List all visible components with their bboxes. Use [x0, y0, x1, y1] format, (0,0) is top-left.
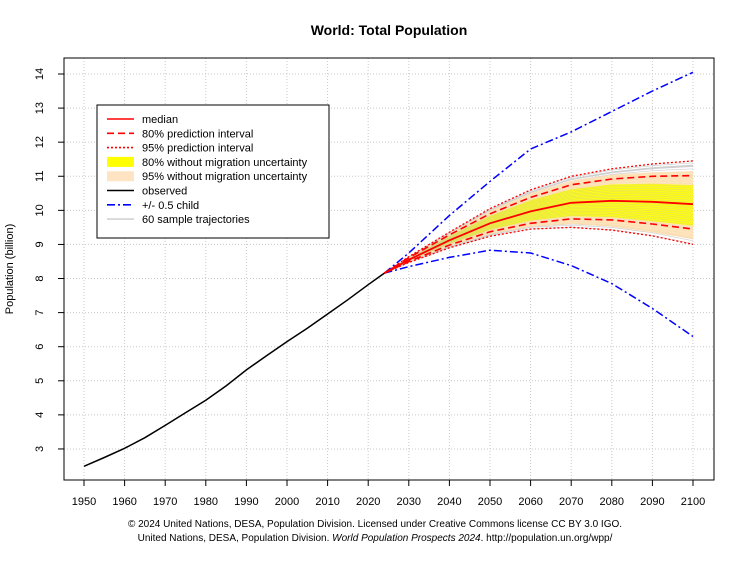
y-tick-label-10: 10	[34, 204, 46, 216]
population-chart: 1950 1960 1970 1980 1990 2000 2010 2020 2030 2040…	[4, 22, 715, 508]
x-tick-label-2080: 2080	[600, 496, 624, 508]
y-tick-label-5: 5	[34, 378, 46, 384]
legend-label-8: 60 sample trajectories	[142, 214, 250, 226]
legend-label-7: +/- 0.5 child	[142, 200, 199, 212]
x-tick-label-2060: 2060	[518, 496, 542, 508]
legend-box	[96, 104, 330, 239]
band-80-without-migration	[384, 183, 693, 274]
legend-label-1: median	[142, 114, 178, 126]
legend-label-5: 95% without migration uncertainty	[142, 171, 308, 183]
observed-line	[83, 272, 385, 467]
y-tick-label-12: 12	[34, 136, 46, 148]
x-tick-label-2100: 2100	[681, 496, 705, 508]
uncertainty-bands	[384, 171, 694, 274]
y-tick-label-13: 13	[34, 102, 46, 114]
pi95-lower-line	[384, 226, 694, 274]
sample-trajectory-overlay-20	[384, 184, 694, 274]
y-tick-label-14: 14	[34, 68, 46, 80]
x-tick-label-1990: 1990	[234, 496, 258, 508]
series-lines	[83, 71, 694, 467]
x-tick-label-2000: 2000	[275, 496, 299, 508]
x-tick-label-2030: 2030	[397, 496, 421, 508]
legend: median 80% prediction interval 95% predict…	[96, 104, 330, 239]
footer-copyright: © 2024 United Nations, DESA, Population …	[127, 519, 623, 530]
legend-label-3: 95% prediction interval	[142, 143, 253, 155]
pi95-upper-line	[384, 160, 694, 274]
pi80-upper-line	[383, 174, 694, 274]
y-tick-label-9: 9	[34, 241, 46, 247]
footer-citation-prefix: United Nations, DESA, Population Divisio…	[137, 533, 330, 544]
y-axis: 3 4 5 6 7 8 9 10 11 12 13 14	[34, 68, 64, 452]
y-tick-label-6: 6	[34, 344, 46, 350]
minus-half-child-line	[384, 249, 694, 338]
footer-citation-title: World Population Prospects 2024	[332, 533, 481, 544]
footer-citation: United Nations, DESA, Population Divisio…	[0, 533, 750, 544]
x-tick-label-2010: 2010	[315, 496, 339, 508]
legend-label-2: 80% prediction interval	[142, 128, 253, 140]
legend-label-4: 80% without migration uncertainty	[142, 157, 308, 169]
plus-half-child-line	[383, 71, 694, 274]
y-tick-label-4: 4	[34, 412, 46, 418]
x-tick-label-1950: 1950	[72, 496, 96, 508]
x-tick-label-2050: 2050	[478, 496, 502, 508]
x-tick-label-1980: 1980	[194, 496, 218, 508]
plot-frame	[63, 57, 715, 481]
x-axis: 1950 1960 1970 1980 1990 2000 2010 2020 2030 2040…	[72, 480, 705, 508]
x-tick-label-2020: 2020	[356, 496, 380, 508]
pi80-lower-line	[384, 218, 694, 274]
y-tick-label-3: 3	[34, 446, 46, 452]
x-tick-label-2070: 2070	[559, 496, 583, 508]
y-tick-label-8: 8	[34, 275, 46, 281]
x-tick-label-1960: 1960	[112, 496, 136, 508]
legend-label-6: observed	[142, 186, 187, 198]
y-axis-label: Population (billion)	[4, 224, 16, 315]
x-tick-label-2040: 2040	[437, 496, 461, 508]
median-line	[383, 199, 694, 274]
footer-citation-suffix: . http://population.un.org/wpp/	[480, 533, 613, 544]
y-tick-label-7: 7	[34, 310, 46, 316]
chart-title: World: Total Population	[311, 22, 468, 38]
y-tick-label-11: 11	[34, 171, 46, 182]
x-tick-label-2090: 2090	[640, 496, 664, 508]
x-tick-label-1970: 1970	[153, 496, 177, 508]
